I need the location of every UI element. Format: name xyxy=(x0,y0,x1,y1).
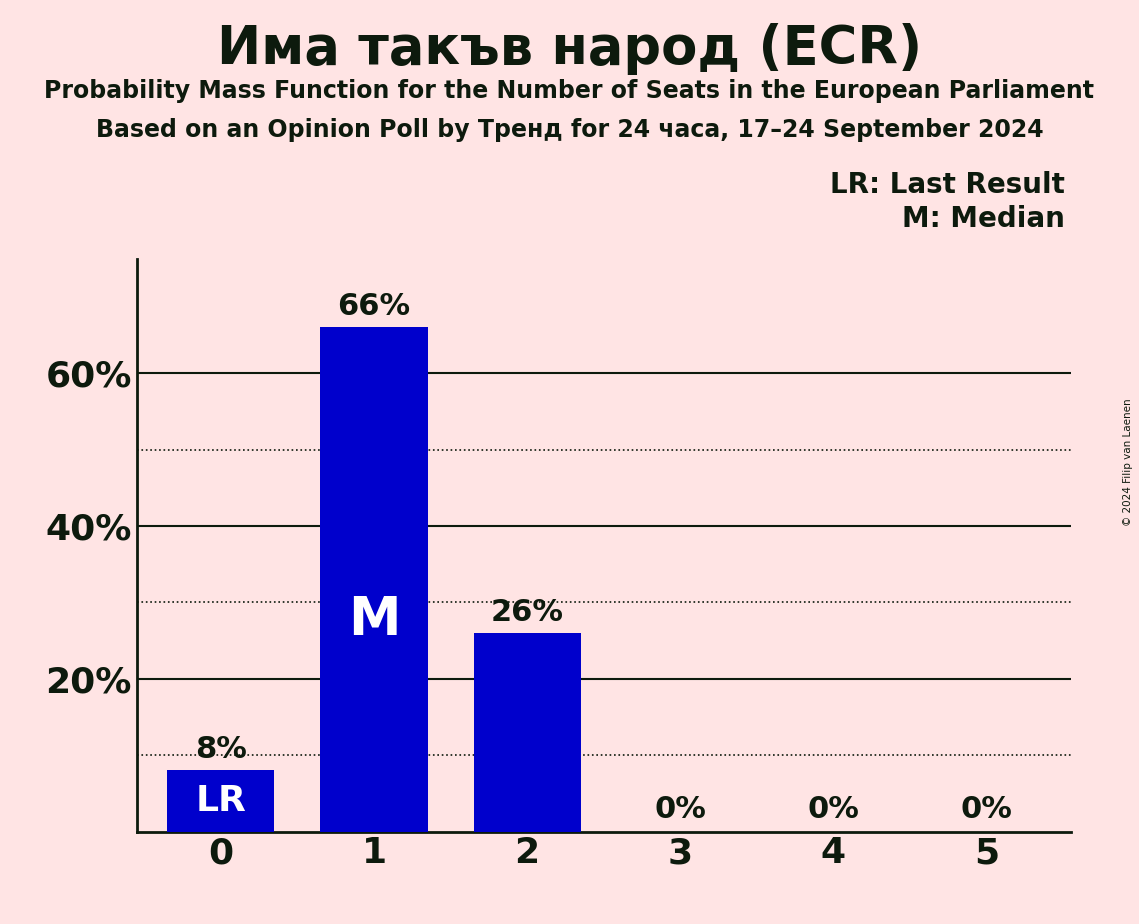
Text: Based on an Opinion Poll by Тренд for 24 часа, 17–24 September 2024: Based on an Opinion Poll by Тренд for 24… xyxy=(96,118,1043,142)
Text: Probability Mass Function for the Number of Seats in the European Parliament: Probability Mass Function for the Number… xyxy=(44,79,1095,103)
Text: 0%: 0% xyxy=(808,795,859,824)
Bar xyxy=(167,771,274,832)
Text: Има такъв народ (ECR): Има такъв народ (ECR) xyxy=(216,23,923,75)
Text: 26%: 26% xyxy=(491,598,564,626)
Text: © 2024 Filip van Laenen: © 2024 Filip van Laenen xyxy=(1123,398,1133,526)
Text: M: Median: M: Median xyxy=(902,205,1065,233)
Text: 0%: 0% xyxy=(960,795,1013,824)
Text: LR: Last Result: LR: Last Result xyxy=(830,171,1065,199)
Text: LR: LR xyxy=(196,784,246,818)
Bar xyxy=(474,633,581,832)
Text: 66%: 66% xyxy=(337,292,410,322)
Bar xyxy=(320,327,427,832)
Text: 8%: 8% xyxy=(195,736,247,764)
Text: 0%: 0% xyxy=(654,795,706,824)
Text: M: M xyxy=(347,594,400,646)
